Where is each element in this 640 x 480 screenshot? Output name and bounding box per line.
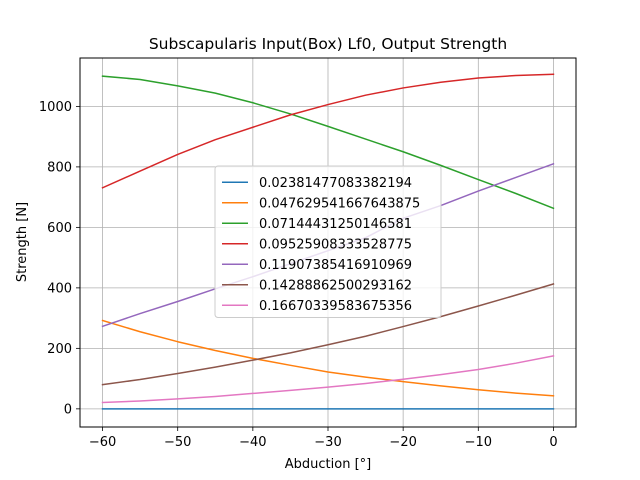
y-axis-label: Strength [N] bbox=[15, 202, 30, 282]
legend-label: 0.09525908333528775 bbox=[259, 237, 412, 252]
series-layer bbox=[101, 73, 555, 410]
legend-label: 0.14288862500293162 bbox=[259, 278, 412, 293]
legend: 0.02381477083382194 0.047629541667643875 0… bbox=[214, 165, 442, 318]
y-tick-label: 1000 bbox=[39, 100, 72, 115]
x-tick-label: 0 bbox=[549, 435, 557, 450]
series-line-2 bbox=[101, 319, 555, 397]
series-line-3 bbox=[101, 75, 555, 210]
x-tick-label: −10 bbox=[465, 435, 492, 450]
series-line-7 bbox=[101, 355, 555, 404]
x-tick-label: −40 bbox=[239, 435, 266, 450]
y-tick-label: 0 bbox=[64, 402, 72, 417]
x-tick-label: −50 bbox=[164, 435, 191, 450]
legend-label: 0.07144431250146581 bbox=[259, 217, 412, 232]
series-line-6 bbox=[101, 283, 555, 386]
chart-title: Subscapularis Input(Box) Lf0, Output Str… bbox=[149, 35, 507, 53]
x-axis: −60 −50 −40 −30 −20 −10 0 bbox=[89, 427, 558, 450]
y-tick-label: 800 bbox=[47, 160, 72, 175]
x-tick-label: −20 bbox=[389, 435, 416, 450]
y-axis: 0 200 400 600 800 1000 bbox=[39, 100, 80, 417]
y-tick-label: 400 bbox=[47, 281, 72, 296]
y-tick-label: 600 bbox=[47, 221, 72, 236]
series-line-4 bbox=[101, 73, 555, 189]
x-axis-label: Abduction [°] bbox=[285, 457, 371, 472]
x-tick-label: −30 bbox=[314, 435, 341, 450]
legend-label: 0.16670339583675356 bbox=[259, 299, 412, 314]
legend-label: 0.047629541667643875 bbox=[259, 196, 420, 211]
x-tick-label: −60 bbox=[89, 435, 116, 450]
y-tick-label: 200 bbox=[47, 342, 72, 357]
legend-label: 0.11907385416910969 bbox=[259, 258, 412, 273]
legend-label: 0.02381477083382194 bbox=[259, 176, 412, 191]
legend-box bbox=[214, 165, 442, 318]
